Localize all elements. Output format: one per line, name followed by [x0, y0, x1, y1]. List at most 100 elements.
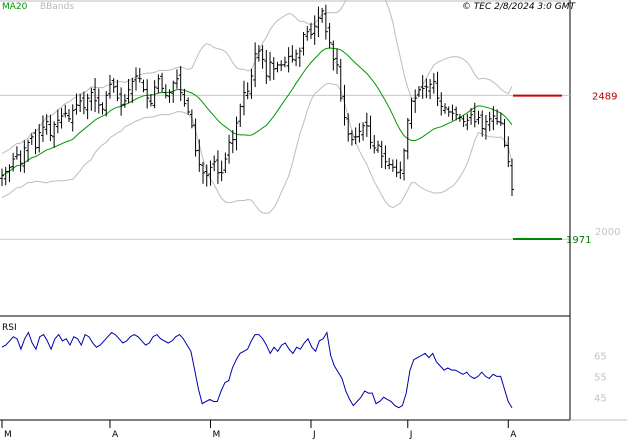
- month-label: A: [112, 430, 119, 440]
- month-label: A: [510, 430, 517, 440]
- copyright-timestamp: © TEC 2/8/2024 3:0 GMT: [462, 2, 577, 12]
- ohlc-bar: [316, 6, 321, 38]
- ohlc-bar: [372, 135, 377, 154]
- ohlc-bar: [212, 155, 217, 172]
- ohlc-bar: [78, 93, 83, 113]
- ohlc-bar: [387, 157, 392, 170]
- ohlc-bar: [67, 109, 72, 122]
- ohlc-bar: [286, 47, 291, 73]
- ohlc-bar: [335, 48, 340, 74]
- ohlc-bar: [368, 115, 373, 149]
- ohlc-bar: [498, 112, 503, 126]
- ohlc-bar: [111, 78, 116, 93]
- ohlc-bar: [230, 130, 235, 154]
- ohlc-bar: [7, 164, 12, 183]
- ohlc-bar: [327, 22, 332, 49]
- ohlc-bar: [100, 102, 105, 115]
- ohlc-bar: [29, 133, 34, 146]
- bbands-legend-label: BBands: [40, 2, 74, 12]
- ohlc-bar: [26, 139, 31, 162]
- ohlc-bar: [342, 84, 347, 126]
- ohlc-bar: [163, 84, 168, 99]
- ohlc-bar: [63, 104, 68, 118]
- ohlc-bar: [223, 152, 228, 174]
- ohlc-bar: [398, 161, 403, 180]
- ohlc-bar: [290, 45, 295, 63]
- ohlc-bar: [442, 103, 447, 114]
- ohlc-bar: [331, 40, 336, 71]
- ohlc-bar: [0, 168, 4, 187]
- ohlc-bar: [238, 103, 243, 127]
- bband-lower-line: [1, 82, 513, 214]
- ohlc-bar: [454, 106, 459, 121]
- ohlc-bar: [215, 150, 220, 184]
- ohlc-bar: [320, 7, 325, 23]
- resistance-value-label: 2489: [592, 92, 617, 103]
- ohlc-bar: [364, 112, 369, 137]
- ohlc-bar: [394, 159, 399, 178]
- ohlc-bar: [413, 89, 418, 113]
- ohlc-bar: [361, 122, 366, 141]
- bband-upper-line: [1, 0, 513, 154]
- price-y-axis: 2000: [595, 227, 620, 238]
- ohlc-bar: [312, 15, 317, 45]
- ohlc-bar: [55, 109, 60, 134]
- ohlc-bar: [282, 56, 287, 68]
- ohlc-bar: [234, 116, 239, 151]
- ohlc-bar: [420, 75, 425, 99]
- ohlc-bar: [48, 114, 53, 142]
- month-label: M: [4, 430, 12, 440]
- rsi-y-axis: 65 55 45: [594, 352, 607, 405]
- chart-frame: [0, 0, 627, 421]
- ohlc-bar: [253, 42, 258, 88]
- ohlc-bar: [323, 4, 328, 40]
- rsi-tick-label: 45: [594, 393, 607, 404]
- ohlc-bar: [85, 93, 90, 120]
- ohlc-bar: [137, 67, 142, 83]
- ohlc-bar: [476, 110, 481, 125]
- ohlc-bar: [160, 72, 165, 93]
- price-tick-label: 2000: [595, 227, 620, 238]
- ohlc-bar: [122, 94, 127, 108]
- rsi-tick-label: 65: [594, 352, 607, 363]
- ohlc-bar: [405, 117, 410, 160]
- ohlc-bar: [480, 110, 485, 137]
- ohlc-bar: [22, 140, 27, 173]
- ohlc-bar: [305, 26, 310, 41]
- ohlc-bar: [148, 94, 153, 107]
- ohlc-bar: [439, 92, 444, 116]
- ohlc-bar: [74, 93, 79, 115]
- rsi-tick-label: 55: [594, 372, 607, 383]
- ohlc-bar: [349, 130, 354, 146]
- ohlc-bar: [186, 97, 191, 115]
- ohlc-bar: [495, 109, 500, 125]
- ohlc-bar: [506, 136, 511, 168]
- ohlc-bar: [472, 102, 477, 128]
- ohlc-bar: [346, 113, 351, 142]
- ohlc-bar: [189, 109, 194, 129]
- ma20-line: [1, 47, 513, 177]
- ohlc-bar: [11, 152, 16, 172]
- ohlc-bar: [502, 118, 507, 148]
- ohlc-bar: [465, 114, 470, 131]
- ohlc-bar: [130, 77, 135, 103]
- ohlc-bar: [145, 79, 150, 109]
- ohlc-bar: [271, 57, 276, 80]
- ohlc-bar: [275, 61, 280, 73]
- ohlc-bar: [171, 80, 176, 103]
- ohlc-bar: [197, 139, 202, 172]
- ohlc-bar: [409, 97, 414, 129]
- ohlc-bar: [375, 140, 380, 153]
- ohlc-bar: [487, 111, 492, 132]
- ohlc-bar: [70, 104, 75, 132]
- ohlc-bar: [141, 79, 146, 93]
- ohlc-bar: [264, 49, 269, 84]
- rsi-line: [1, 331, 513, 409]
- ohlc-bar: [182, 88, 187, 107]
- month-label: J: [312, 430, 316, 440]
- ohlc-bar: [245, 82, 250, 100]
- ohlc-bar: [156, 74, 161, 94]
- ohlc-bar: [338, 58, 343, 102]
- ohlc-bar: [204, 164, 209, 187]
